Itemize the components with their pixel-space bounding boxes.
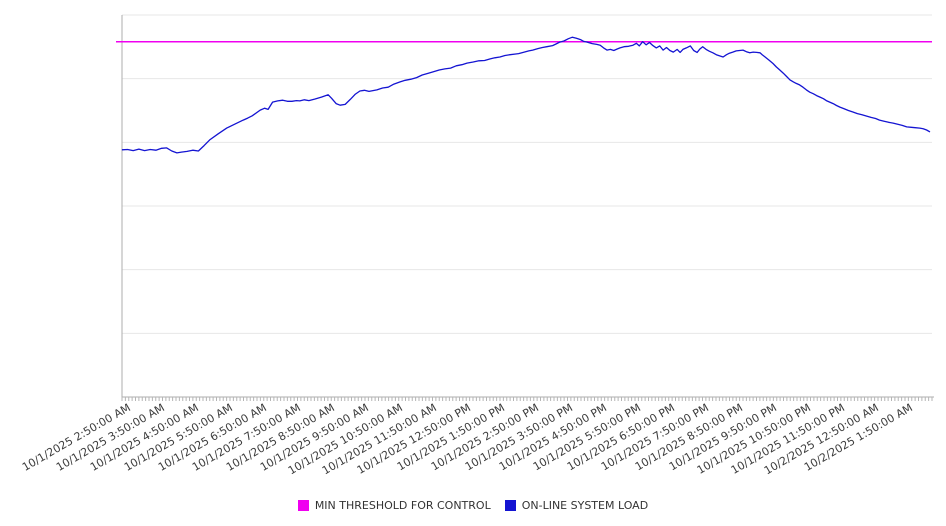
system-load-swatch-icon <box>504 500 516 511</box>
legend-label-system-load: ON-LINE SYSTEM LOAD <box>521 499 649 512</box>
legend-label-min-threshold: MIN THRESHOLD FOR CONTROL <box>314 499 491 512</box>
online-system-load-line <box>121 36 931 154</box>
plot-area[interactable] <box>0 0 946 496</box>
legend: MIN THRESHOLD FOR CONTROL ON-LINE SYSTEM… <box>0 499 946 512</box>
legend-item-system-load[interactable]: ON-LINE SYSTEM LOAD <box>504 499 649 512</box>
legend-item-min-threshold[interactable]: MIN THRESHOLD FOR CONTROL <box>297 499 491 512</box>
min-threshold-swatch-icon <box>297 500 309 511</box>
